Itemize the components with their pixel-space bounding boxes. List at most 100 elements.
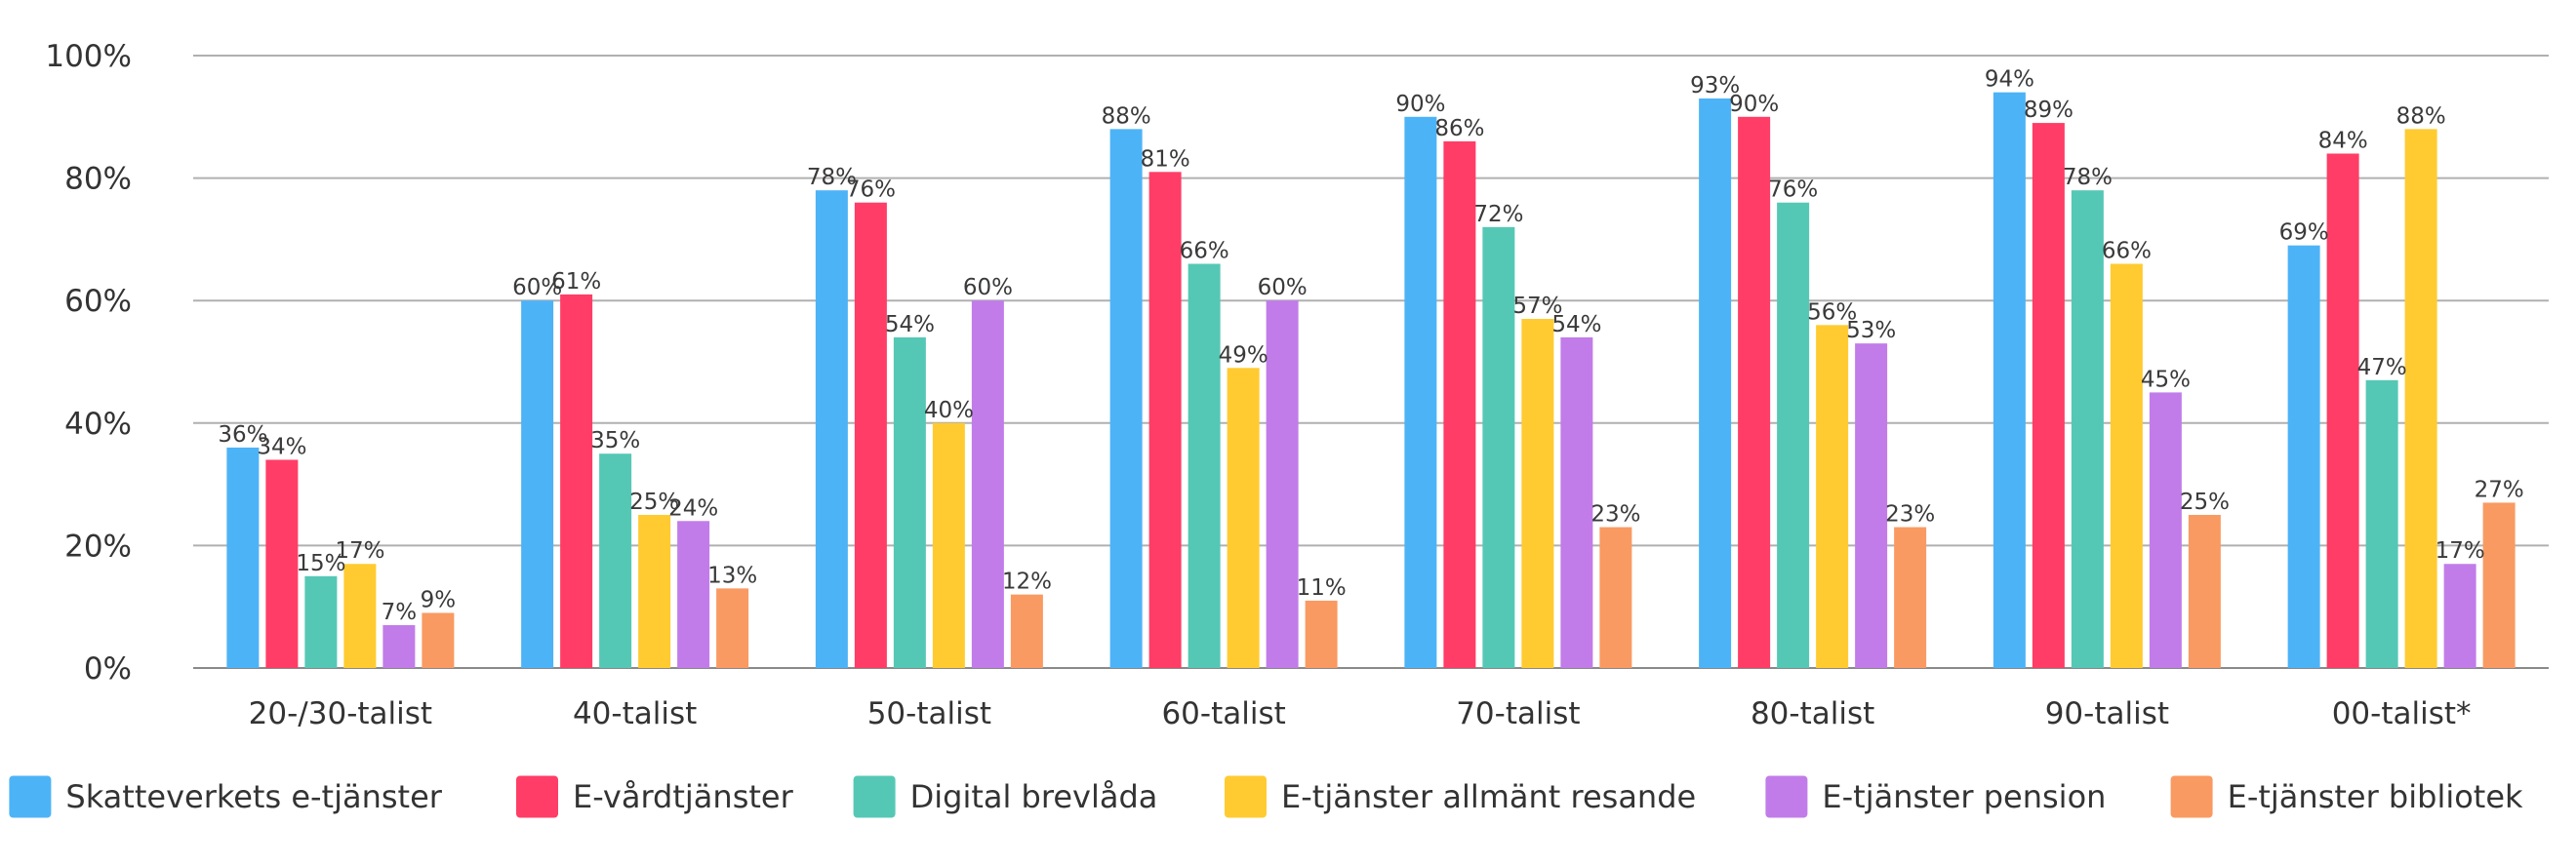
data-label: 23% bbox=[1590, 502, 1640, 528]
data-label: 89% bbox=[2024, 98, 2073, 123]
legend-item: E-tjänster bibliotek bbox=[2170, 775, 2523, 818]
data-label: 27% bbox=[2475, 477, 2524, 502]
legend-label: E-tjänster bibliotek bbox=[2228, 778, 2523, 815]
data-label: 11% bbox=[1297, 575, 1347, 601]
bar bbox=[2149, 392, 2182, 668]
data-label: 90% bbox=[1395, 92, 1445, 117]
legend-swatch bbox=[1225, 775, 1267, 818]
bar bbox=[1227, 368, 1260, 668]
y-axis-ticks: 0% 20% 40% 60% 80% 100% bbox=[45, 39, 132, 687]
data-label: 45% bbox=[2141, 367, 2191, 392]
bar bbox=[521, 300, 554, 668]
bar bbox=[1992, 92, 2026, 669]
y-tick-label: 80% bbox=[64, 162, 132, 197]
bar bbox=[422, 612, 455, 668]
bar bbox=[599, 453, 632, 668]
x-category-label: 80-talist bbox=[1751, 696, 1874, 731]
data-label: 24% bbox=[668, 495, 718, 521]
bars bbox=[226, 92, 2516, 669]
data-label: 25% bbox=[2180, 490, 2230, 515]
legend-swatch bbox=[853, 775, 896, 818]
data-label: 78% bbox=[807, 165, 857, 190]
bar bbox=[1010, 594, 1043, 668]
legend-label: E-tjänster allmänt resande bbox=[1281, 778, 1696, 815]
data-label: 76% bbox=[1768, 177, 1818, 203]
data-label: 60% bbox=[512, 275, 562, 300]
data-label: 15% bbox=[296, 551, 345, 576]
bar bbox=[382, 625, 416, 668]
legend-label: E-vårdtjänster bbox=[573, 778, 794, 815]
x-category-label: 50-talist bbox=[867, 696, 991, 731]
bar bbox=[1521, 319, 1554, 668]
data-label: 17% bbox=[335, 538, 384, 564]
data-label: 54% bbox=[1551, 312, 1601, 337]
data-label: 69% bbox=[2279, 220, 2329, 246]
x-category-label: 70-talist bbox=[1456, 696, 1580, 731]
bar bbox=[716, 588, 749, 668]
data-label: 94% bbox=[1985, 67, 2034, 93]
bar bbox=[1560, 336, 1593, 668]
y-tick-label: 60% bbox=[64, 284, 132, 319]
bar bbox=[1855, 343, 1888, 668]
bar bbox=[815, 190, 848, 668]
legend-swatch bbox=[2170, 775, 2213, 818]
bar bbox=[638, 515, 671, 668]
bar bbox=[2071, 190, 2104, 668]
bar bbox=[1599, 527, 1632, 668]
bar bbox=[893, 336, 926, 668]
bar bbox=[560, 294, 593, 668]
legend-item: Skatteverkets e-tjänster bbox=[9, 775, 443, 818]
data-label: 9% bbox=[421, 587, 457, 612]
x-category-label: 90-talist bbox=[2045, 696, 2169, 731]
data-label: 61% bbox=[551, 269, 601, 295]
bar bbox=[2326, 153, 2359, 669]
bar bbox=[2365, 379, 2398, 668]
data-label: 86% bbox=[1434, 116, 1484, 141]
bar bbox=[2287, 245, 2320, 668]
bar bbox=[304, 575, 338, 668]
data-label: 66% bbox=[2102, 239, 2152, 264]
data-label: 35% bbox=[590, 428, 640, 453]
x-category-label: 00-talist* bbox=[2332, 696, 2472, 731]
bar bbox=[1482, 226, 1515, 668]
data-label: 84% bbox=[2318, 128, 2368, 153]
data-label: 23% bbox=[1885, 502, 1935, 528]
data-label: 17% bbox=[2435, 538, 2485, 564]
legend-swatch bbox=[516, 775, 558, 818]
data-label: 60% bbox=[963, 275, 1013, 300]
bar bbox=[1816, 325, 1849, 668]
data-label: 72% bbox=[1473, 202, 1523, 227]
data-label: 47% bbox=[2357, 355, 2407, 380]
bar bbox=[1404, 116, 1437, 669]
data-label: 93% bbox=[1690, 73, 1740, 98]
data-label: 81% bbox=[1141, 146, 1190, 172]
bar bbox=[1148, 172, 1182, 668]
bar bbox=[1443, 140, 1476, 669]
legend-label: Digital brevlåda bbox=[910, 778, 1158, 815]
data-label: 88% bbox=[1102, 103, 1151, 129]
data-label: 60% bbox=[1258, 275, 1308, 300]
bar bbox=[2032, 123, 2065, 668]
legend-label: E-tjänster pension bbox=[1822, 778, 2106, 815]
data-label: 49% bbox=[1219, 342, 1268, 368]
legend-item: E-tjänster pension bbox=[1765, 775, 2106, 818]
bar bbox=[2482, 502, 2516, 668]
legend-item: E-tjänster allmänt resande bbox=[1225, 775, 1696, 818]
y-tick-label: 40% bbox=[64, 407, 132, 442]
bar bbox=[343, 564, 377, 668]
bar bbox=[1738, 116, 1771, 669]
data-label: 40% bbox=[924, 398, 974, 423]
bar bbox=[2188, 515, 2221, 668]
legend-item: E-vårdtjänster bbox=[516, 775, 794, 818]
bar bbox=[2443, 564, 2476, 668]
x-category-label: 40-talist bbox=[573, 696, 697, 731]
bar bbox=[1109, 129, 1143, 669]
bar bbox=[1699, 98, 1732, 668]
data-label: 34% bbox=[257, 434, 306, 459]
data-label: 56% bbox=[1807, 299, 1857, 325]
data-label: 54% bbox=[885, 312, 935, 337]
data-label: 57% bbox=[1512, 294, 1562, 319]
bar bbox=[1777, 202, 1810, 668]
